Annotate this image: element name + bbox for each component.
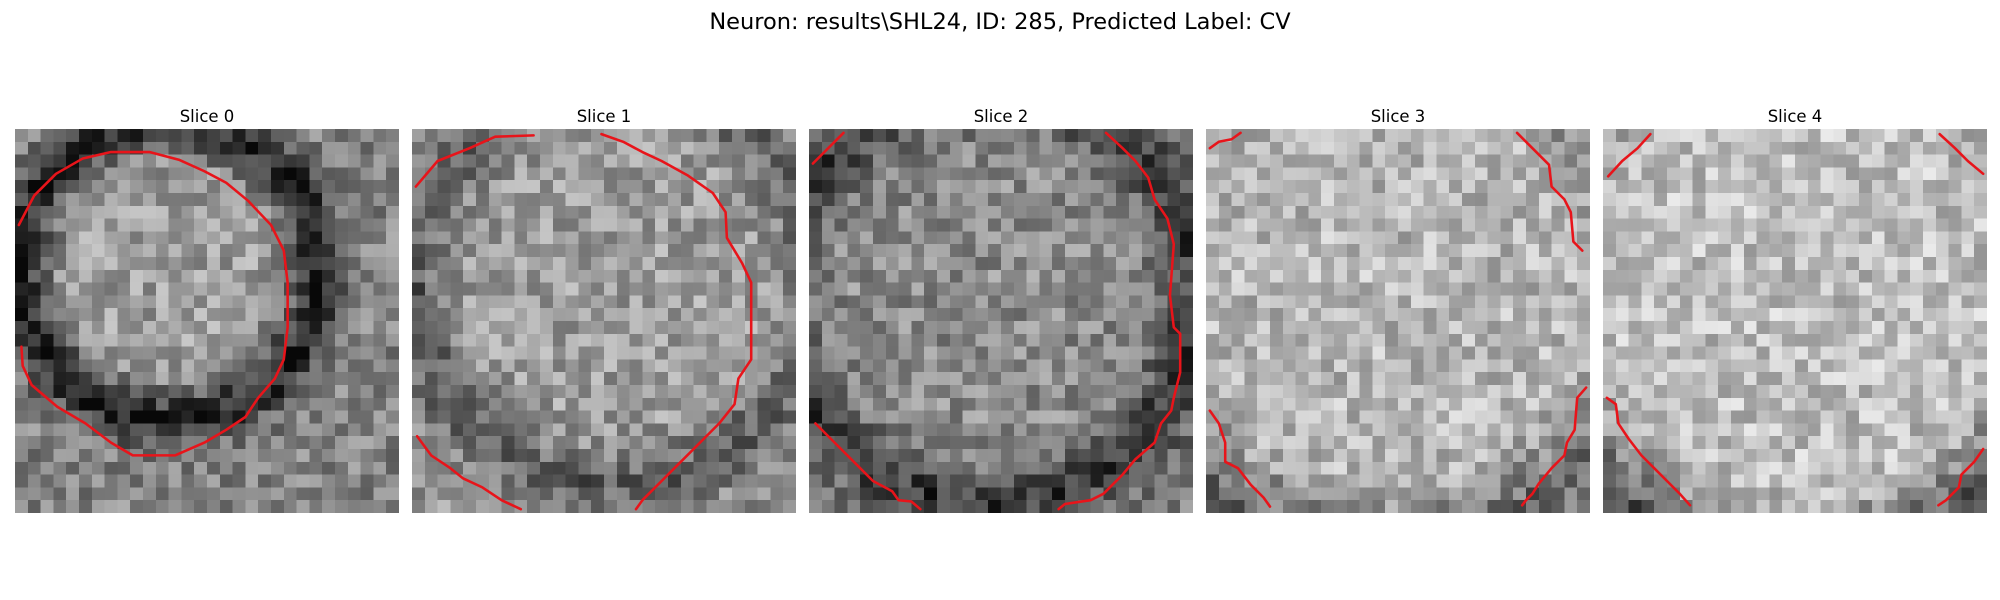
slice-title-0: Slice 0 [12, 107, 402, 129]
slice-image-3 [1206, 129, 1590, 513]
pixel-grid-4 [1603, 129, 1987, 513]
slice-title-3: Slice 3 [1203, 107, 1593, 129]
slice-panel-3: Slice 3 [1203, 107, 1593, 513]
slice-image-1 [412, 129, 796, 513]
slice-panel-2: Slice 2 [806, 107, 1196, 513]
slice-image-4 [1603, 129, 1987, 513]
figure-title: Neuron: results\SHL24, ID: 285, Predicte… [0, 8, 2000, 36]
slice-panel-4: Slice 4 [1600, 107, 1990, 513]
pixel-grid-3 [1206, 129, 1590, 513]
pixel-grid-2 [809, 129, 1193, 513]
slice-title-4: Slice 4 [1600, 107, 1990, 129]
slice-panel-0: Slice 0 [12, 107, 402, 513]
pixel-grid-0 [15, 129, 399, 513]
slice-image-2 [809, 129, 1193, 513]
slice-title-1: Slice 1 [409, 107, 799, 129]
slice-panel-1: Slice 1 [409, 107, 799, 513]
pixel-grid-1 [412, 129, 796, 513]
slice-title-2: Slice 2 [806, 107, 1196, 129]
slice-image-0 [15, 129, 399, 513]
